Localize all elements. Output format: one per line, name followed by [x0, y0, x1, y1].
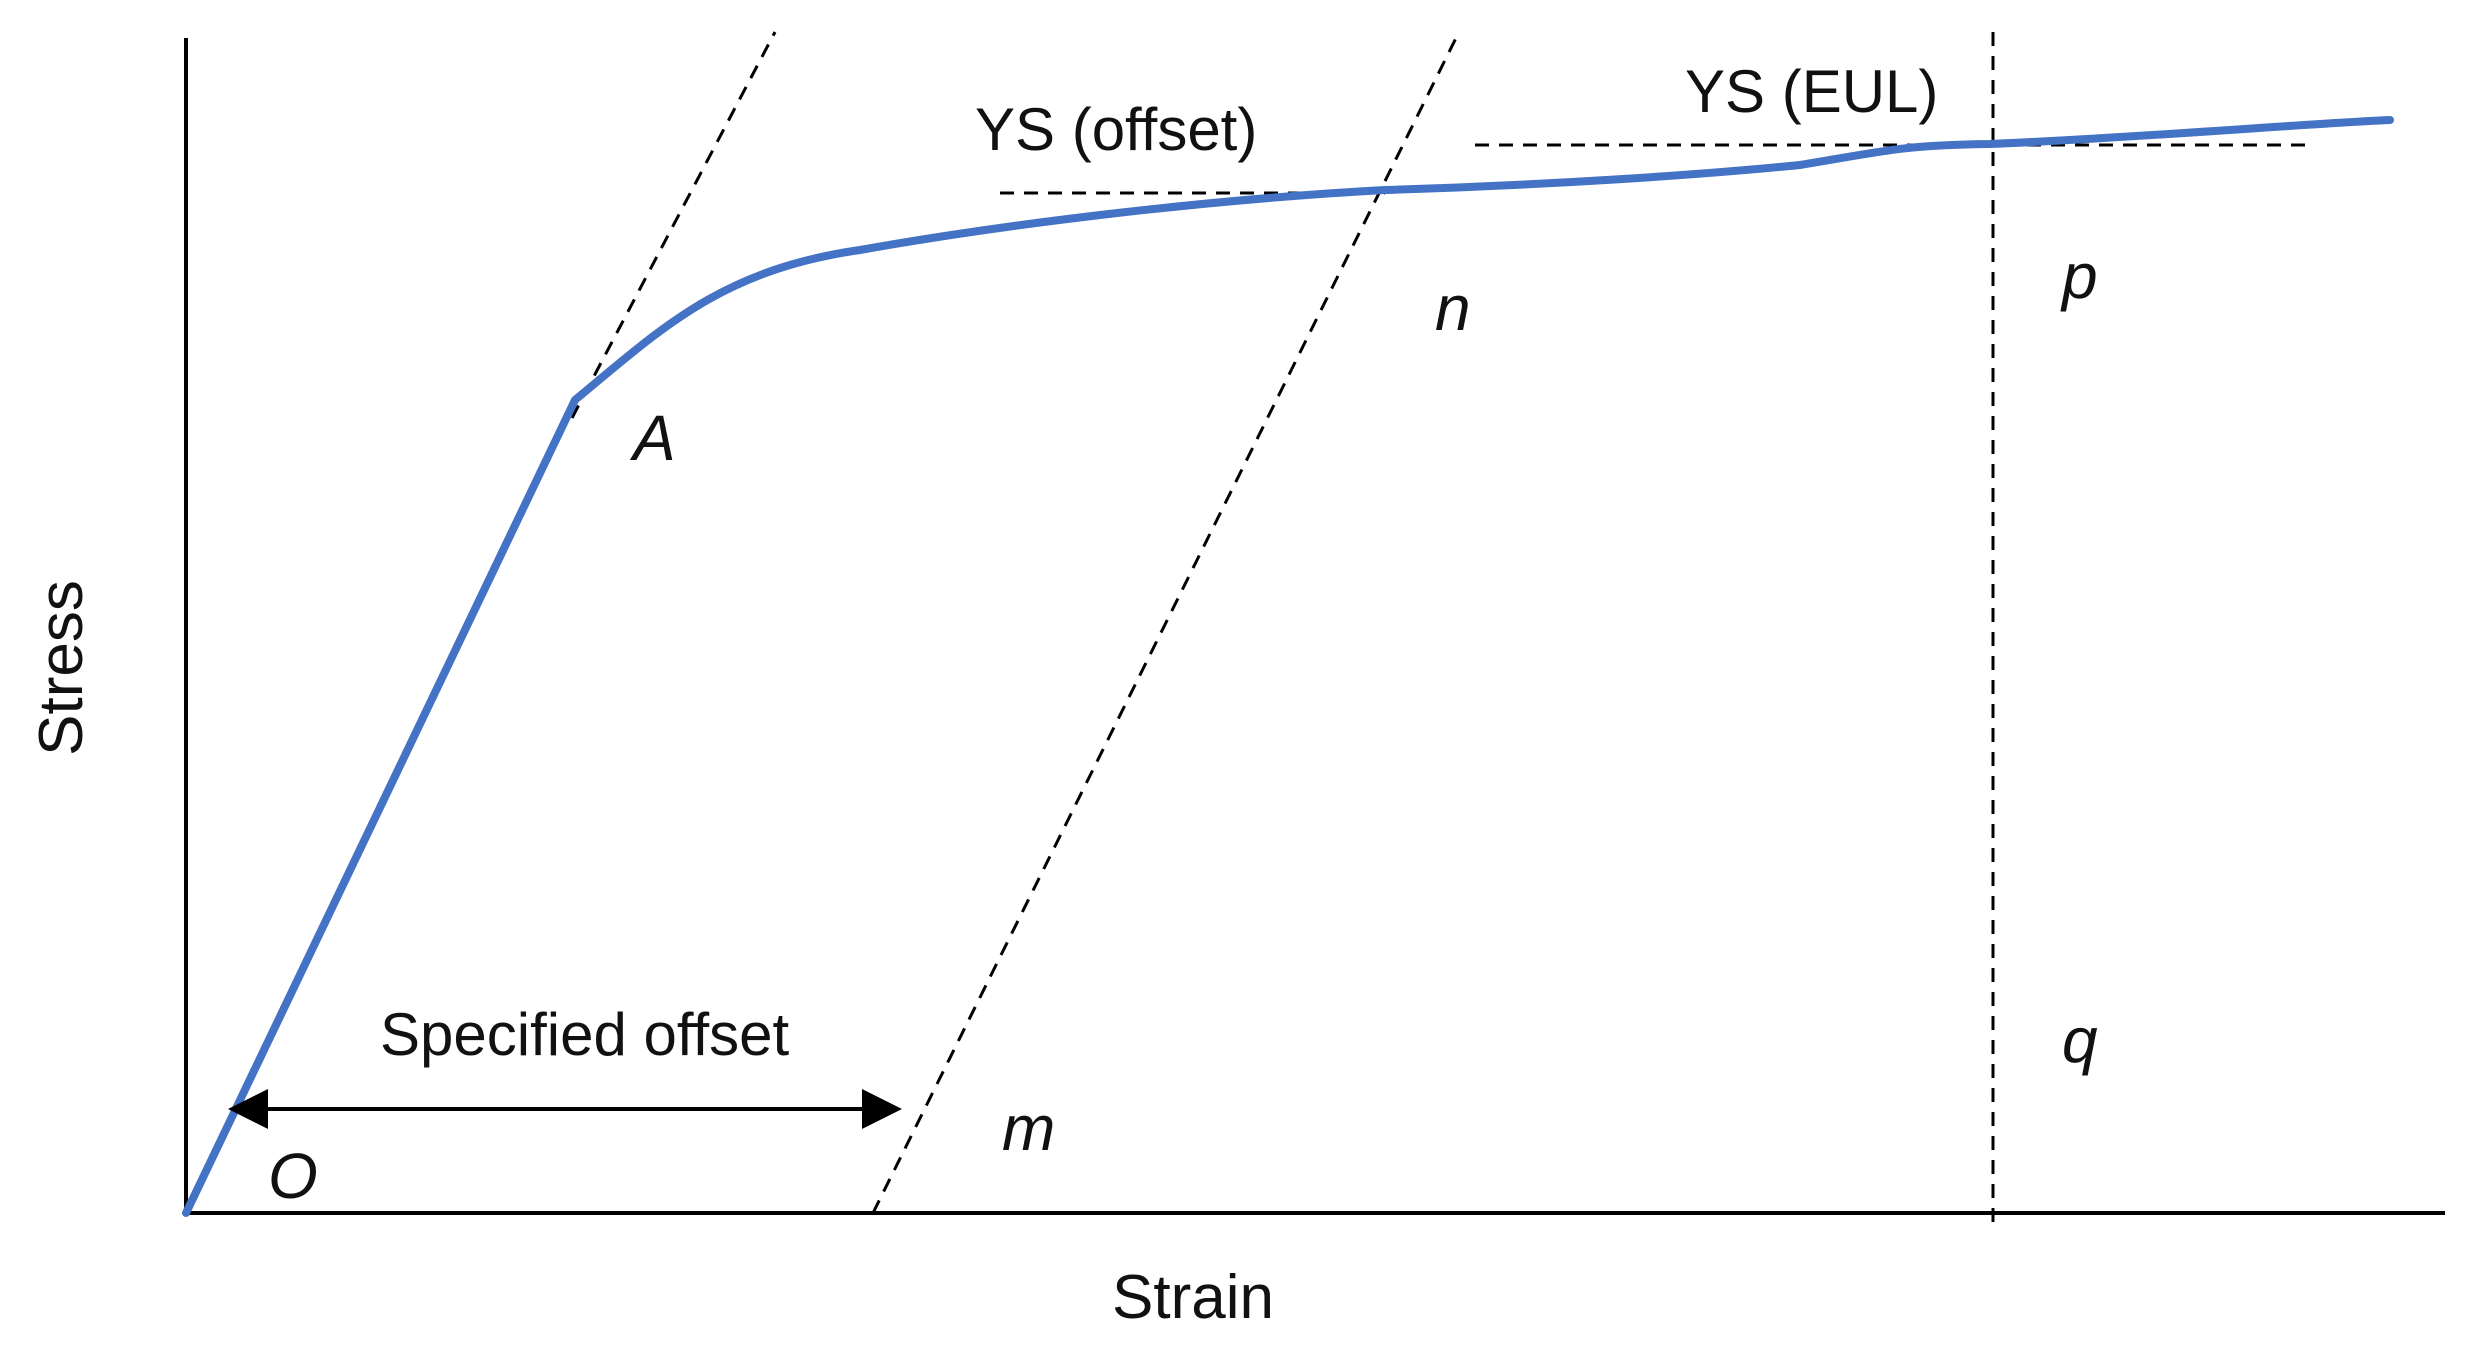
point-o-label: O — [268, 1140, 318, 1212]
stress-strain-curve — [182, 116, 2394, 1217]
elastic-extension-dashed-line — [570, 31, 777, 419]
ys-offset-label: YS (offset) — [975, 96, 1257, 163]
point-m-label: m — [1002, 1092, 1055, 1164]
offset-line-mn — [871, 33, 1460, 1214]
y-axis-title: Stress — [27, 580, 96, 756]
ys-eul-label: YS (EUL) — [1685, 58, 1938, 125]
point-n-label: n — [1435, 272, 1471, 344]
specified-offset-label: Specified offset — [380, 1001, 789, 1068]
point-p-label: p — [2060, 240, 2098, 312]
point-q-label: q — [2062, 1004, 2098, 1076]
point-a-label: A — [629, 402, 676, 474]
x-axis-title: Strain — [1112, 1263, 1274, 1332]
